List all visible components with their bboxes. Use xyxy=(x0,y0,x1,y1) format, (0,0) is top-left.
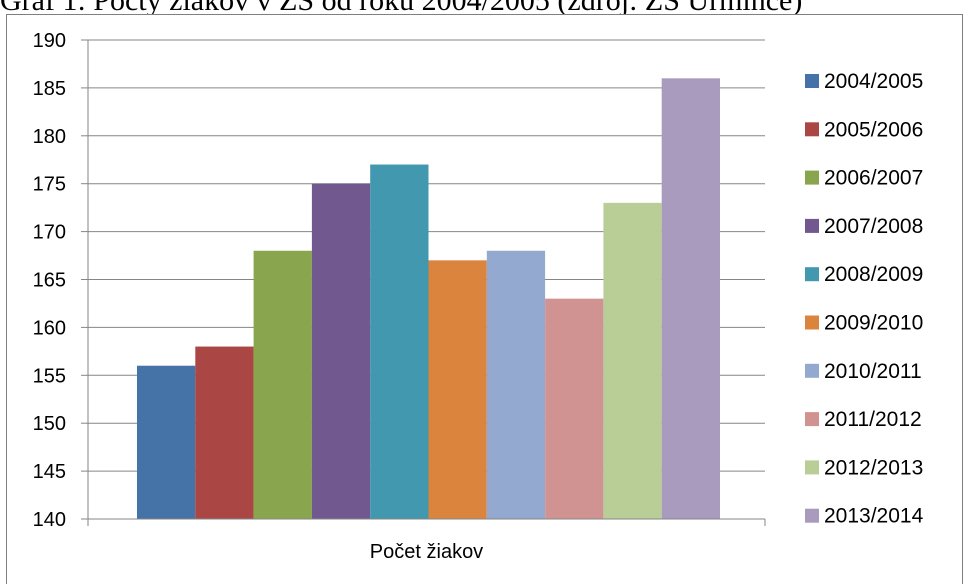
legend-label: 2011/2012 xyxy=(824,408,922,431)
bar-2011-2012 xyxy=(545,298,604,519)
legend-label: 2008/2009 xyxy=(824,263,923,286)
legend-swatch xyxy=(805,122,819,137)
legend-swatch xyxy=(805,412,819,427)
bar-2006-2007 xyxy=(253,250,312,519)
y-tick-label: 160 xyxy=(33,317,66,339)
legend: 2004/2005 2005/2006 2006/2007 2007/2008 2008… xyxy=(805,70,924,528)
y-tick-label: 190 xyxy=(33,30,66,52)
bar-2007-2008 xyxy=(311,183,371,519)
bar-2005-2006 xyxy=(195,346,254,519)
y-tick-label: 175 xyxy=(33,174,66,196)
y-axis-ticks: 140 145 150 155 160 165 170 175 180 185 190 xyxy=(33,30,88,531)
legend-label: 2010/2011 xyxy=(824,360,922,383)
legend-label: 2007/2008 xyxy=(824,215,923,238)
bar-2013-2014 xyxy=(661,78,720,519)
legend-swatch xyxy=(805,170,819,185)
bar-2012-2013 xyxy=(603,202,662,520)
legend-swatch xyxy=(805,460,819,475)
x-axis-categories: Počet žiakov xyxy=(370,541,483,563)
legend-label: 2004/2005 xyxy=(824,70,923,93)
legend-swatch xyxy=(805,315,819,330)
y-tick-label: 155 xyxy=(33,365,66,387)
bar-2009-2010 xyxy=(428,260,487,519)
y-tick-label: 140 xyxy=(33,509,66,531)
legend-swatch xyxy=(805,363,819,378)
bar-2004-2005 xyxy=(137,365,196,519)
legend-label: 2009/2010 xyxy=(824,312,923,335)
y-tick-label: 150 xyxy=(33,413,66,435)
y-tick-label: 185 xyxy=(33,78,66,100)
bars xyxy=(137,78,720,520)
x-category-label: Počet žiakov xyxy=(370,541,483,563)
bar-2008-2009 xyxy=(370,164,429,520)
legend-swatch xyxy=(805,74,819,88)
legend-label: 2013/2014 xyxy=(824,505,924,528)
axes xyxy=(87,40,766,526)
y-tick-label: 180 xyxy=(33,126,66,148)
legend-label: 2006/2007 xyxy=(824,167,923,190)
legend-swatch xyxy=(805,508,819,523)
bar-2010-2011 xyxy=(486,250,546,519)
legend-swatch xyxy=(805,218,819,233)
legend-label: 2012/2013 xyxy=(824,456,923,479)
legend-label: 2005/2006 xyxy=(824,118,923,141)
y-tick-label: 170 xyxy=(33,222,66,244)
y-tick-label: 165 xyxy=(33,270,66,292)
page-title: Graf 1: Počty žiakov v ZŠ od roku 2004/2… xyxy=(0,0,803,17)
legend-swatch xyxy=(805,267,819,282)
y-tick-label: 145 xyxy=(33,461,66,483)
